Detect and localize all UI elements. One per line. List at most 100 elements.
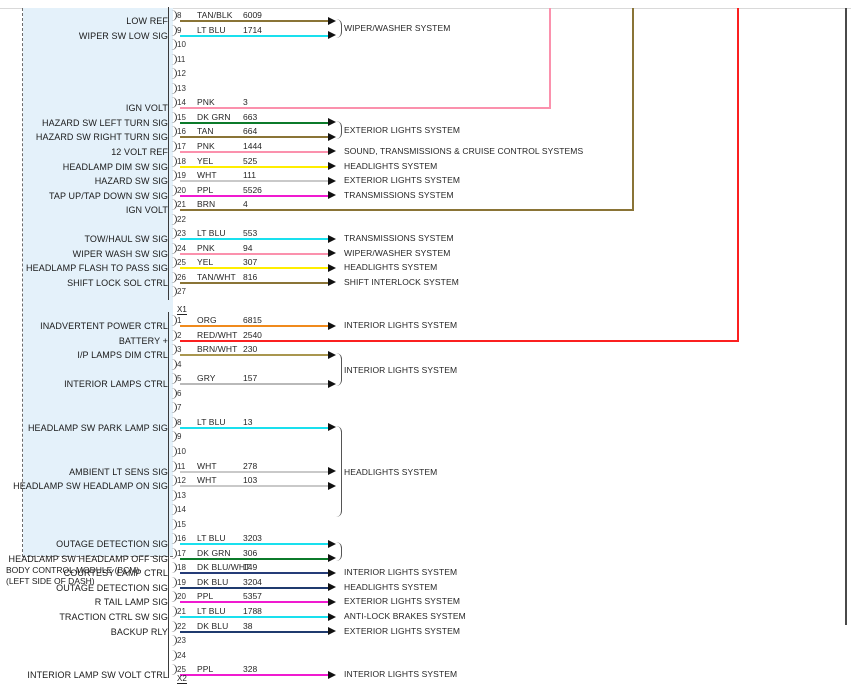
pin-row: IGN VOLT 21 BRN 4: [0, 199, 851, 215]
wire-line: [180, 281, 328, 284]
pin-row: COURTESY LAMP CTRL 18 DK BLU/WHT 149 INTERIO…: [0, 562, 851, 579]
circuit-number: 553: [243, 228, 258, 239]
pin-row: WIPER SW LOW SIG 9 LT BLU 1714: [0, 24, 851, 41]
pin-number: 17: [177, 548, 186, 558]
pin-brace-icon: [170, 184, 177, 196]
pin-brace-icon: [170, 126, 177, 138]
circuit-number: 525: [243, 155, 258, 166]
wire-line: [180, 150, 328, 153]
wire-color-code: PNK: [197, 140, 215, 151]
pin-function-label: COURTESY LAMP CTRL: [63, 568, 168, 579]
pin-brace-icon: [170, 68, 177, 80]
pin-number: 9: [177, 432, 182, 442]
wire-color-code: DK BLU: [197, 576, 229, 587]
wire-arrow-icon: [328, 627, 336, 636]
circuit-number: 5526: [243, 184, 262, 195]
wire-line: [180, 20, 328, 22]
pin-row: HEADLAMP FLASH TO PASS SIG 25 YEL 307 HEADLI…: [0, 257, 851, 273]
wire-arrow-icon: [328, 539, 336, 548]
pin-row: 23: [0, 635, 851, 649]
wire-line: [180, 194, 328, 197]
wire-color-code: YEL: [197, 155, 214, 166]
pin-brace-icon: [170, 82, 177, 94]
pin-row: LOW REF 8 TAN/BLK 6009: [0, 10, 851, 26]
pin-brace-icon: [170, 460, 177, 472]
pin-number: 1: [177, 316, 182, 325]
pin-function-label: HAZARD SW SIG: [94, 176, 168, 187]
pin-number: 2: [177, 330, 182, 340]
pin-brace-icon: [170, 649, 177, 661]
circuit-number: 4: [243, 199, 248, 210]
pin-brace-icon: [170, 155, 177, 167]
circuit-number: 103: [243, 475, 258, 486]
pin-function-label: OUTAGE DETECTION SIG: [56, 582, 168, 593]
connector-id-x1: X1: [177, 305, 187, 315]
headlights-group-brace: [336, 425, 342, 518]
wire-color-code: LT BLU: [197, 228, 226, 239]
pin-row: 6: [0, 387, 851, 402]
pin-row: OUTAGE DETECTION SIG 19 DK BLU 3204 HEADLIGH…: [0, 576, 851, 593]
wire-color-code: PPL: [197, 591, 214, 602]
pin-row: 13: [0, 489, 851, 504]
pin-number: 10: [177, 446, 186, 456]
pin-function-label: INTERIOR LAMP SW VOLT CTRL: [27, 670, 168, 681]
pin-row: WIPER WASH SW SIG 24 PNK 94 WIPER/WASHER SYS…: [0, 242, 851, 259]
pin-number: 19: [177, 577, 186, 587]
pin-row: IGN VOLT 14 PNK 3: [0, 97, 851, 113]
wire-arrow-icon: [328, 321, 336, 330]
pin-brace-icon: [170, 475, 177, 487]
pin-brace-icon: [170, 344, 177, 356]
pin-row: 24: [0, 649, 851, 664]
circuit-number: 1714: [243, 24, 262, 35]
wire-line: [180, 121, 328, 124]
pin-row: AMBIENT LT SENS SIG 11 WHT 278: [0, 460, 851, 477]
bcm-module-left-dashed-edge: [22, 8, 23, 557]
wire-arrow-icon: [328, 612, 336, 621]
pin-brace-icon: [170, 591, 177, 603]
wire-line: [180, 557, 328, 560]
circuit-number: 2540: [243, 329, 262, 340]
ign-volt-brn-route-vertical: [632, 8, 634, 212]
pin-number: 12: [177, 476, 186, 486]
wire-line: [180, 238, 328, 241]
pin-number: 26: [177, 272, 186, 282]
pin-number: 4: [177, 359, 182, 369]
sheet-right-border: [845, 8, 847, 625]
connector-spine: [168, 312, 169, 678]
wire-color-code: LT BLU: [197, 606, 226, 616]
pin-row: 12: [0, 68, 851, 82]
wire-color-code: LT BLU: [197, 416, 226, 427]
pin-brace-icon: [170, 213, 177, 225]
circuit-number: 157: [243, 373, 258, 384]
circuit-number: 1788: [243, 606, 262, 616]
pin-brace-icon: [170, 606, 177, 617]
pin-row: BACKUP RLY 22 DK BLU 38 EXTERIOR LIGHTS SYST…: [0, 620, 851, 637]
wire-arrow-icon: [328, 597, 336, 606]
destination-system-label: WIPER/WASHER SYSTEM: [344, 23, 451, 34]
pin-brace-icon: [170, 547, 177, 559]
pin-row: HEADLAMP SW HEADLAMP ON SIG 12 WHT 103: [0, 475, 851, 491]
pin-number: 18: [177, 563, 186, 573]
pin-row: 10: [0, 445, 851, 460]
pin-row: TAP UP/TAP DOWN SW SIG 20 PPL 5526 TRANSMISS…: [0, 184, 851, 201]
pin-function-label: HAZARD SW LEFT TURN SIG: [42, 117, 168, 128]
pin-brace-icon: [170, 111, 177, 123]
bcm-module-body: [23, 8, 173, 556]
wire-arrow-icon: [328, 423, 336, 432]
wiring-diagram-sheet: LOW REF 8 TAN/BLK 6009 WIPER SW LOW SIG 9 LT B…: [0, 7, 851, 684]
pin-brace-icon: [170, 97, 177, 109]
pin-row: 15: [0, 518, 851, 533]
wire-arrow-icon: [328, 234, 336, 243]
pin-brace-icon: [170, 431, 177, 443]
wire-arrow-icon: [328, 147, 336, 156]
circuit-number: 307: [243, 257, 258, 268]
pin-number: 22: [177, 214, 186, 224]
pin-function-label: R TAIL LAMP SIG: [94, 597, 168, 608]
pin-function-label: WIPER WASH SW SIG: [72, 248, 168, 259]
wire-line: [180, 165, 328, 168]
circuit-number: 3204: [243, 576, 262, 587]
pin-function-label: TAP UP/TAP DOWN SW SIG: [48, 190, 168, 201]
ign-volt-pnk-route-horizontal: [180, 107, 549, 110]
pin-brace-icon: [170, 387, 177, 399]
wire-color-code: DK GRN: [197, 547, 231, 558]
